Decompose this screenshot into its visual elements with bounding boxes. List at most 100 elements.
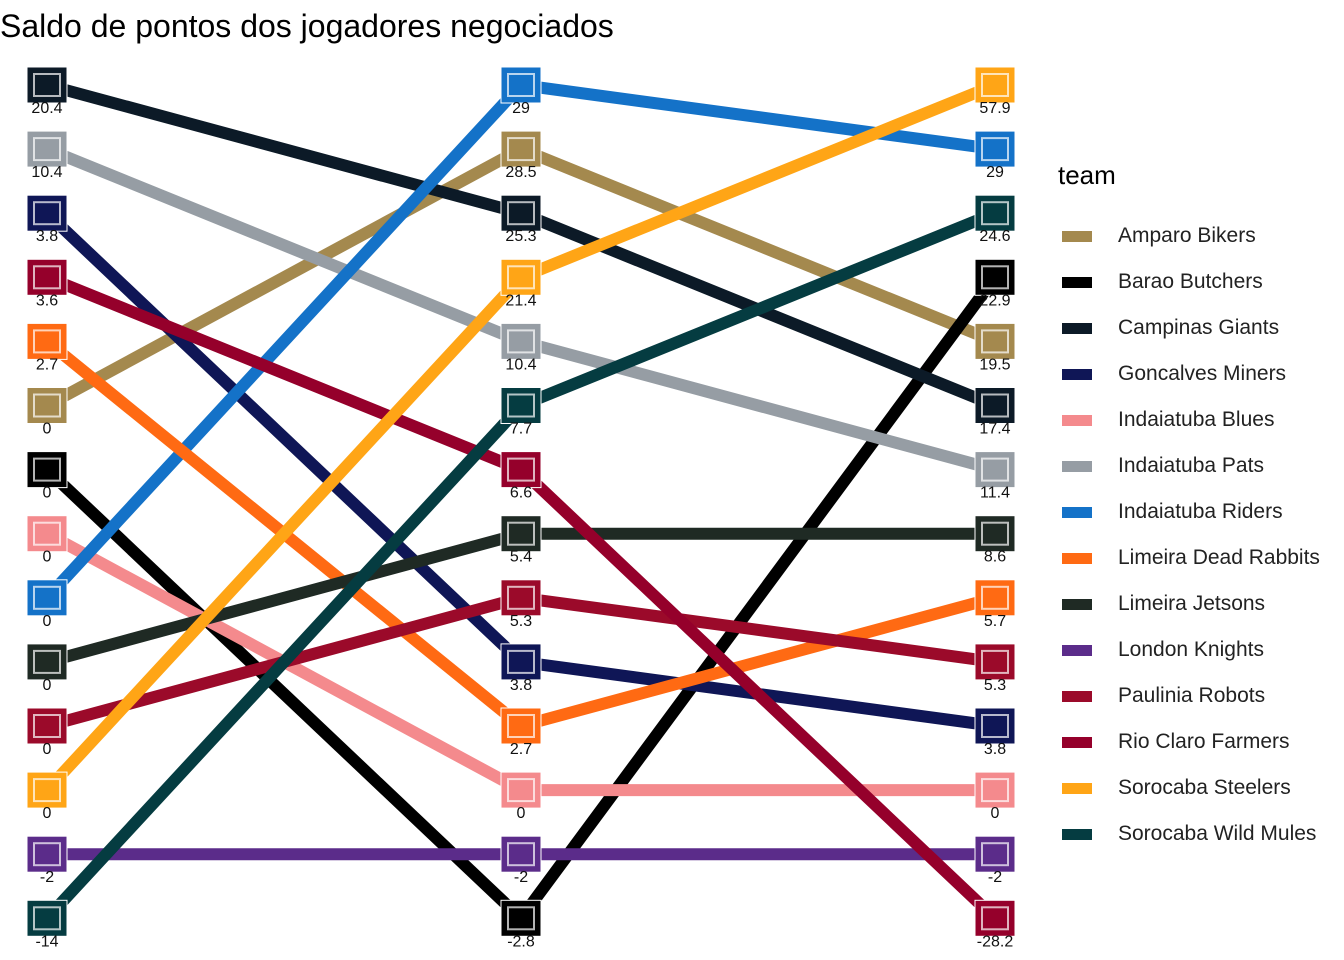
paulinia-robots-logo-icon <box>974 643 1016 681</box>
chart-title: Saldo de pontos dos jogadores negociados <box>0 8 614 44</box>
limeira-jetsons-logo-icon <box>26 643 68 681</box>
legend-item-indaiatuba-riders: Indaiatuba Riders <box>1058 489 1320 535</box>
value-label-amparo-bikers: 0 <box>43 421 52 438</box>
value-label-sorocaba-wild-mules: 24.6 <box>979 228 1010 245</box>
sorocaba-steelers-logo-icon <box>500 258 542 296</box>
value-label-barao-butchers: 0 <box>43 485 52 502</box>
value-label-limeira-dead-rabbits: 2.7 <box>36 356 58 373</box>
legend-swatch <box>1062 782 1092 794</box>
limeira-dead-rabbits-logo-icon <box>974 579 1016 617</box>
legend-item-sorocaba-steelers: Sorocaba Steelers <box>1058 765 1320 811</box>
legend-swatch <box>1062 276 1092 288</box>
value-label-limeira-dead-rabbits: 5.7 <box>984 613 1006 630</box>
indaiatuba-riders-logo-icon <box>26 579 68 617</box>
legend-label: Indaiatuba Pats <box>1118 454 1264 477</box>
value-label-goncalves-miners: 3.8 <box>36 228 58 245</box>
legend-label: Sorocaba Steelers <box>1118 776 1291 799</box>
value-label-london-knights: -2 <box>40 869 54 886</box>
value-label-paulinia-robots: 5.3 <box>984 677 1006 694</box>
legend-item-sorocaba-wild-mules: Sorocaba Wild Mules <box>1058 811 1320 857</box>
value-label-paulinia-robots: 0 <box>43 741 52 758</box>
legend-title: team <box>1058 160 1116 190</box>
sorocaba-wild-mules-logo-icon <box>500 387 542 424</box>
indaiatuba-blues-logo-icon <box>500 771 542 809</box>
barao-butchers-logo-icon <box>974 258 1016 296</box>
paulinia-robots-logo-icon <box>500 579 542 617</box>
value-label-london-knights: -2 <box>514 869 528 886</box>
legend-swatch <box>1062 414 1092 426</box>
goncalves-miners-logo-icon <box>500 643 542 681</box>
sorocaba-wild-mules-logo-icon <box>26 899 68 937</box>
value-label-sorocaba-steelers: 21.4 <box>505 292 536 309</box>
value-label-campinas-giants: 25.3 <box>505 228 536 245</box>
legend-swatch <box>1062 460 1092 472</box>
value-label-indaiatuba-pats: 11.4 <box>980 485 1010 502</box>
legend-item-goncalves-miners: Goncalves Miners <box>1058 351 1320 397</box>
value-label-indaiatuba-pats: 10.4 <box>31 164 62 181</box>
amparo-bikers-logo-icon <box>974 322 1016 360</box>
legend-label: Indaiatuba Blues <box>1118 408 1275 431</box>
value-label-rio-claro-farmers: -28.2 <box>977 933 1014 950</box>
legend-label: Sorocaba Wild Mules <box>1118 822 1317 845</box>
legend-label: Barao Butchers <box>1118 270 1263 293</box>
sorocaba-steelers-logo-icon <box>974 66 1016 104</box>
indaiatuba-pats-logo-icon <box>500 322 542 360</box>
value-label-indaiatuba-blues: 0 <box>991 805 1000 822</box>
limeira-jetsons-logo-icon <box>500 515 542 553</box>
value-label-amparo-bikers: 19.5 <box>979 356 1010 373</box>
legend-label: Limeira Jetsons <box>1118 592 1266 615</box>
goncalves-miners-logo-icon <box>26 194 68 232</box>
value-label-indaiatuba-riders: 0 <box>43 613 52 630</box>
legend-item-paulinia-robots: Paulinia Robots <box>1058 673 1320 719</box>
legend-item-indaiatuba-blues: Indaiatuba Blues <box>1058 397 1320 443</box>
value-label-sorocaba-steelers: 57.9 <box>979 100 1010 117</box>
rio-claro-farmers-logo-icon <box>500 451 542 489</box>
value-label-rio-claro-farmers: 6.6 <box>510 485 532 502</box>
value-label-barao-butchers: -2.8 <box>507 933 535 950</box>
legend-swatch <box>1062 230 1092 242</box>
legend: team Amparo Bikers Barao Butchers Campinas… <box>1058 160 1320 857</box>
rio-claro-farmers-logo-icon <box>974 899 1016 937</box>
value-label-sorocaba-wild-mules: -14 <box>35 933 58 950</box>
value-label-indaiatuba-riders: 29 <box>986 164 1004 181</box>
indaiatuba-riders-logo-icon <box>974 130 1016 168</box>
london-knights-logo-icon <box>500 835 542 873</box>
legend-swatch <box>1062 644 1092 656</box>
legend-item-limeira-dead-rabbits: Limeira Dead Rabbits <box>1058 535 1320 581</box>
legend-label: Campinas Giants <box>1118 316 1280 339</box>
value-label-limeira-jetsons: 5.4 <box>510 549 532 566</box>
value-label-limeira-jetsons: 0 <box>43 677 52 694</box>
london-knights-logo-icon <box>26 835 68 873</box>
campinas-giants-logo-icon <box>974 387 1016 424</box>
sorocaba-steelers-logo-icon <box>26 771 68 809</box>
value-label-indaiatuba-blues: 0 <box>43 549 52 566</box>
value-label-paulinia-robots: 5.3 <box>510 613 532 630</box>
limeira-jetsons-logo-icon <box>974 515 1016 553</box>
legend-label: Indaiatuba Riders <box>1118 500 1283 523</box>
value-label-campinas-giants: 20.4 <box>31 100 62 117</box>
value-label-indaiatuba-blues: 0 <box>517 805 526 822</box>
legend-swatch <box>1062 736 1092 748</box>
amparo-bikers-logo-icon <box>500 130 542 168</box>
legend-swatch <box>1062 322 1092 334</box>
value-label-goncalves-miners: 3.8 <box>984 741 1006 758</box>
indaiatuba-blues-logo-icon <box>26 515 68 553</box>
legend-item-london-knights: London Knights <box>1058 627 1320 673</box>
value-label-amparo-bikers: 28.5 <box>505 164 536 181</box>
legend-item-rio-claro-farmers: Rio Claro Farmers <box>1058 719 1320 765</box>
indaiatuba-blues-logo-icon <box>974 771 1016 809</box>
legend-swatch <box>1062 598 1092 610</box>
london-knights-logo-icon <box>974 835 1016 873</box>
legend-label: London Knights <box>1118 638 1264 661</box>
goncalves-miners-logo-icon <box>974 707 1016 745</box>
legend-items: Amparo Bikers Barao Butchers Campinas Gian… <box>1058 213 1320 857</box>
value-label-barao-butchers: 22.9 <box>979 292 1010 309</box>
legend-swatch <box>1062 690 1092 702</box>
legend-item-indaiatuba-pats: Indaiatuba Pats <box>1058 443 1320 489</box>
limeira-dead-rabbits-logo-icon <box>500 707 542 745</box>
limeira-dead-rabbits-logo-icon <box>26 322 68 360</box>
legend-label: Paulinia Robots <box>1118 684 1266 707</box>
legend-label: Rio Claro Farmers <box>1118 730 1290 753</box>
value-label-rio-claro-farmers: 3.6 <box>36 292 58 309</box>
